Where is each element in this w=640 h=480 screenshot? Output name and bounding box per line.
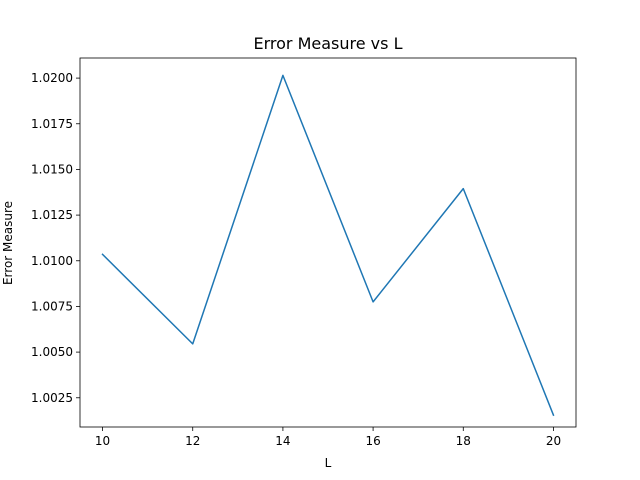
x-tick-label: 10 — [95, 434, 110, 448]
x-tick-label: 16 — [365, 434, 380, 448]
x-axis-label: L — [325, 456, 332, 470]
y-tick-label: 1.0075 — [31, 299, 73, 313]
x-tick-label: 18 — [456, 434, 471, 448]
y-tick-label: 1.0125 — [31, 208, 73, 222]
x-tick-label: 14 — [275, 434, 290, 448]
chart-title: Error Measure vs L — [254, 34, 403, 53]
y-tick-label: 1.0100 — [31, 254, 73, 268]
plot-frame — [79, 57, 577, 428]
y-tick-label: 1.0175 — [31, 117, 73, 131]
x-tick-label: 20 — [546, 434, 561, 448]
y-tick-label: 1.0150 — [31, 162, 73, 176]
x-tick-label: 12 — [185, 434, 200, 448]
y-axis-label: Error Measure — [1, 201, 15, 285]
plot-area: 10 12 14 16 18 20 1.0025 1.0050 1.0075 1.0100 1.01… — [31, 57, 577, 448]
series-line — [101, 74, 555, 417]
y-tick-label: 1.0025 — [31, 391, 73, 405]
y-tick-label: 1.0050 — [31, 345, 73, 359]
y-tick-label: 1.0200 — [31, 71, 73, 85]
